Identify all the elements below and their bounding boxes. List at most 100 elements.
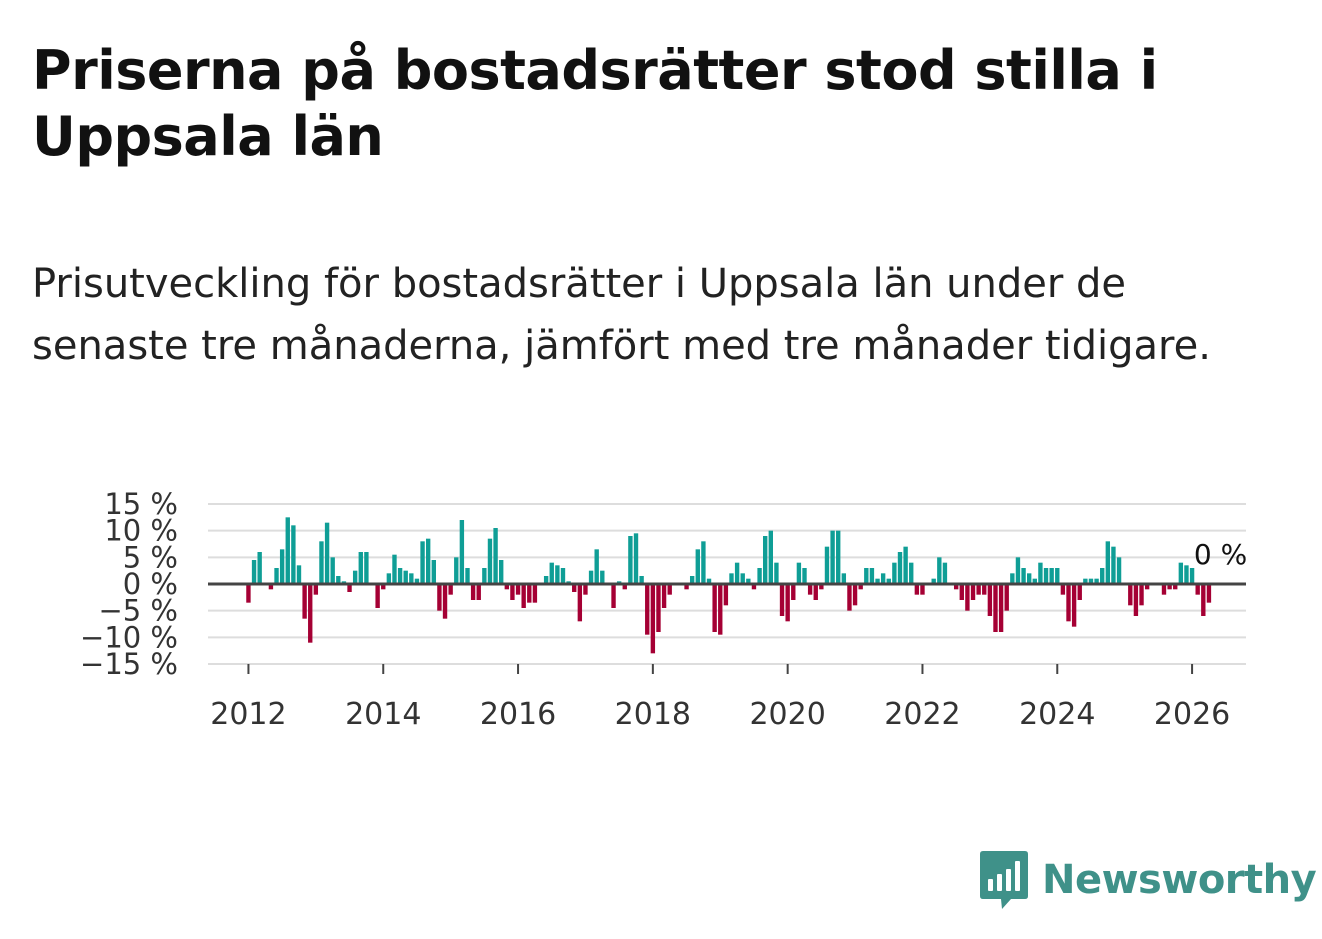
x-tick-label: 2018	[615, 697, 691, 732]
bar	[392, 554, 397, 584]
bar	[830, 530, 835, 584]
x-tick-label: 2026	[1154, 697, 1230, 732]
bar	[695, 549, 700, 584]
bar-series	[246, 517, 1212, 654]
bar	[734, 562, 740, 584]
bar	[442, 584, 448, 619]
bar	[274, 568, 279, 584]
bar	[381, 584, 386, 590]
bar	[791, 584, 796, 600]
bar	[336, 576, 341, 584]
bar	[572, 584, 577, 592]
bar	[403, 570, 408, 584]
bar	[813, 584, 818, 600]
bar	[386, 573, 392, 584]
bar	[1004, 584, 1009, 611]
bar	[931, 578, 936, 584]
bar	[864, 568, 869, 584]
bar	[1055, 568, 1060, 584]
bar	[701, 541, 706, 584]
bar	[1195, 584, 1200, 595]
bar	[667, 584, 672, 595]
bar	[942, 562, 948, 584]
bar	[459, 520, 465, 584]
bar	[1133, 584, 1139, 616]
bar	[751, 584, 757, 590]
bar	[633, 533, 639, 584]
bar	[1201, 584, 1206, 616]
bar	[1015, 557, 1021, 584]
bar	[903, 546, 908, 584]
bar	[414, 578, 420, 584]
bar	[510, 584, 515, 600]
bar	[970, 584, 976, 600]
bar	[364, 552, 369, 584]
bar	[1167, 584, 1172, 590]
bar	[774, 562, 779, 584]
bar	[1010, 573, 1015, 584]
bar	[1060, 584, 1066, 595]
bar	[645, 584, 650, 635]
bar	[909, 562, 914, 584]
bar	[987, 584, 993, 616]
bar	[847, 584, 852, 611]
bar	[1111, 546, 1116, 584]
bar	[493, 528, 498, 584]
bar	[998, 584, 1004, 632]
bar	[622, 584, 627, 590]
bar	[527, 584, 532, 603]
bar	[1189, 568, 1195, 584]
y-tick-label: −15 %	[80, 647, 178, 681]
last-value-label: 0 %	[1194, 538, 1247, 571]
bar	[397, 568, 403, 584]
price-change-bar-chart: 15 %10 %5 %0 %−5 %−10 %−15 % 2012 2014 201…	[80, 487, 1247, 732]
bar	[712, 584, 717, 632]
bar	[560, 568, 566, 584]
grid-lines	[208, 503, 1246, 665]
bar	[993, 584, 998, 632]
bar	[684, 584, 689, 590]
bar	[324, 522, 330, 584]
bar	[532, 584, 538, 603]
y-tick-label: −10 %	[80, 620, 178, 654]
bar	[723, 584, 729, 606]
bar	[914, 584, 920, 595]
bar	[1105, 541, 1111, 584]
bar	[875, 578, 880, 584]
bar	[785, 584, 790, 622]
x-tick-label: 2014	[345, 697, 421, 732]
bar	[499, 560, 504, 584]
bar	[836, 530, 841, 584]
bar	[824, 546, 830, 584]
bar	[588, 570, 594, 584]
y-tick-label: 10 %	[104, 514, 178, 548]
bar	[285, 517, 290, 584]
bar	[897, 552, 903, 584]
bar	[246, 584, 251, 603]
bar	[1088, 578, 1094, 584]
bar	[965, 584, 970, 611]
page-title: Priserna på bostadsrätter stod stilla i …	[32, 39, 1158, 168]
bar	[757, 568, 762, 584]
bar	[953, 584, 959, 590]
bar	[504, 584, 510, 590]
bar	[656, 584, 661, 632]
bar	[746, 578, 751, 584]
bar	[583, 584, 588, 595]
bar	[779, 584, 785, 616]
bar	[1116, 557, 1122, 584]
bar	[476, 584, 481, 600]
bar	[1049, 568, 1054, 584]
bar	[291, 525, 296, 584]
bar	[718, 584, 723, 635]
bar	[319, 541, 324, 584]
y-tick-label: 0 %	[123, 567, 178, 601]
bar	[521, 584, 526, 608]
bar	[1178, 562, 1184, 584]
bar	[1139, 584, 1144, 606]
bar	[577, 584, 583, 622]
chart-subtitle: Prisutveckling för bostadsrätter i Uppsa…	[32, 261, 1211, 369]
bar	[920, 584, 925, 595]
bar	[628, 536, 633, 584]
bar	[611, 584, 616, 608]
